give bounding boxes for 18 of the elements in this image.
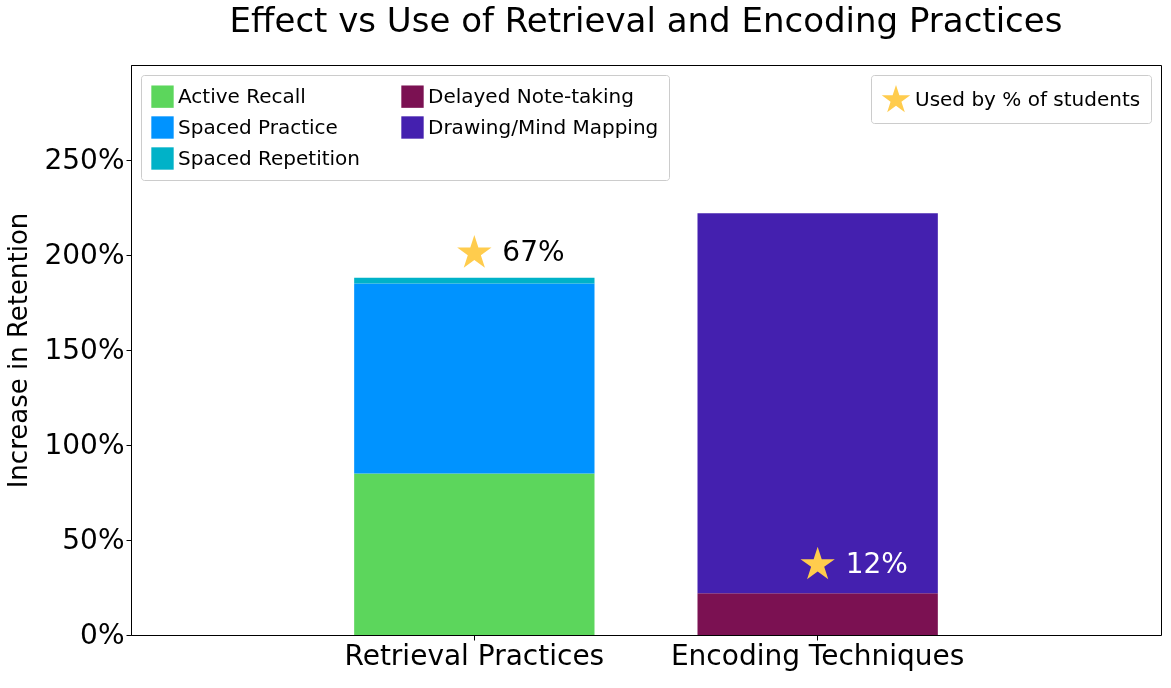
legend-label: Delayed Note-taking — [428, 83, 634, 108]
y-tick-label: 50% — [62, 522, 125, 556]
x-tick-label: Retrieval Practices — [344, 638, 605, 672]
y-tick-label: 200% — [44, 237, 125, 271]
x-tick-label: Encoding Techniques — [670, 638, 965, 672]
legend-label: Drawing/Mind Mapping — [428, 114, 659, 139]
annotation: 12% — [845, 546, 908, 580]
y-tick-label: 150% — [44, 332, 125, 366]
legend-label: Spaced Practice — [178, 114, 338, 139]
legend-label: Used by % of students — [915, 87, 1141, 111]
chart-title: Effect vs Use of Retrieval and Encoding Practices — [229, 0, 1063, 40]
y-tick-label: 250% — [44, 142, 125, 176]
y-axis-title: Increase in Retention — [3, 212, 34, 489]
legend-label: Active Recall — [178, 83, 306, 108]
legend-label: Spaced Repetition — [178, 145, 361, 170]
y-tick-label: 100% — [44, 427, 125, 461]
annotation: 67% — [502, 235, 565, 269]
y-tick-label: 0% — [80, 617, 125, 651]
